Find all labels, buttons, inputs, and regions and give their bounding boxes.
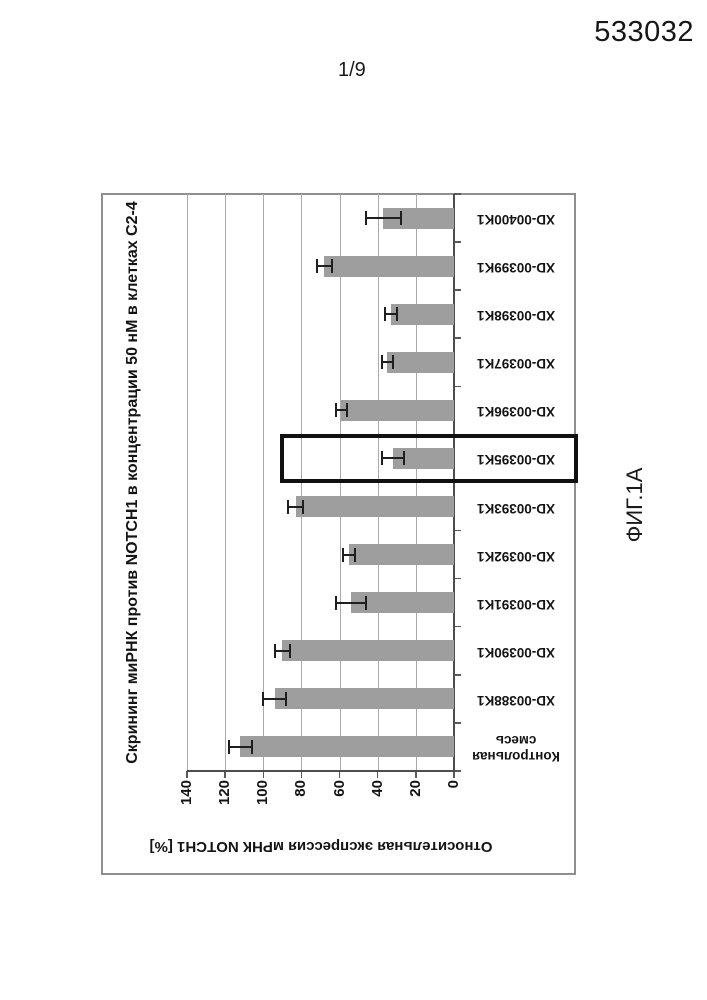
category-label: XD-00397K1	[476, 356, 556, 372]
bar-chart: Скрининг миРНК против NOTCH1 в концентра…	[103, 191, 578, 873]
x-axis-tick	[454, 626, 461, 628]
error-bar-cap	[365, 595, 368, 610]
x-axis-line	[453, 194, 455, 772]
error-bar	[366, 217, 401, 220]
error-bar-cap	[391, 355, 394, 370]
y-tick-label: 100	[254, 780, 272, 806]
bar	[274, 688, 454, 710]
error-bar-cap	[227, 739, 230, 754]
error-bar-cap	[380, 355, 383, 370]
patent-number: 533032	[594, 16, 694, 48]
error-bar-cap	[288, 643, 291, 658]
category-label: XD-00398K1	[476, 308, 556, 324]
chart-title: Скрининг миРНК против NOTCH1 в концентра…	[124, 201, 141, 764]
y-axis-tick	[338, 771, 341, 778]
category-label: XD-00392K1	[476, 548, 556, 564]
error-bar-cap	[384, 307, 387, 322]
error-bar-cap	[334, 403, 337, 418]
error-bar-cap	[315, 259, 318, 274]
figure-border-box: Скрининг миРНК против NOTCH1 в концентра…	[101, 191, 578, 875]
bar	[387, 351, 454, 373]
y-tick-label: 80	[292, 780, 310, 797]
bar	[341, 399, 454, 421]
error-bar-cap	[285, 691, 288, 706]
gridline	[187, 194, 188, 771]
error-bar-cap	[250, 739, 253, 754]
error-bar	[228, 745, 252, 748]
error-bar-cap	[342, 547, 345, 562]
category-label: XD-00400K1	[476, 212, 556, 228]
y-tick-label: 60	[330, 780, 348, 797]
bar	[391, 303, 454, 325]
x-axis-tick	[454, 674, 461, 676]
category-label: XD-00388K1	[476, 692, 556, 708]
category-label: XD-00399K1	[476, 260, 556, 276]
y-tick-label: 140	[178, 780, 195, 806]
error-bar	[316, 265, 332, 268]
error-bar-cap	[353, 547, 356, 562]
y-axis-tick	[300, 771, 303, 778]
bar	[324, 255, 454, 277]
y-axis-tick	[262, 771, 265, 778]
category-label: XD-00393K1	[476, 500, 556, 516]
bar	[349, 544, 454, 566]
x-axis-tick	[454, 337, 461, 339]
error-bar-cap	[262, 691, 265, 706]
y-axis-tick	[415, 771, 417, 778]
x-axis-tick	[454, 289, 461, 291]
x-axis-tick	[454, 385, 461, 388]
y-axis-tick	[224, 771, 226, 778]
y-tick-label: 40	[368, 780, 386, 797]
error-bar-cap	[302, 499, 305, 514]
y-axis-label: Относительная экспрессия мРНК NOTCH1 [%]	[149, 838, 493, 855]
error-bar	[274, 649, 290, 652]
category-label: XD-00391K1	[476, 596, 556, 612]
error-bar-cap	[365, 211, 368, 226]
category-label: XD-00396K1	[476, 404, 556, 420]
x-axis-tick	[454, 193, 461, 195]
error-bar-cap	[395, 307, 398, 322]
error-bar	[335, 601, 367, 604]
bar	[282, 640, 454, 662]
page-number: 1/9	[338, 59, 366, 81]
figure-label: ФИГ.1А	[622, 467, 647, 543]
category-label: Контрольная смесь	[472, 732, 560, 764]
y-axis-tick	[376, 771, 379, 778]
error-bar-cap	[287, 499, 290, 514]
x-axis-tick	[454, 722, 461, 724]
error-bar-cap	[334, 595, 337, 610]
error-bar-cap	[273, 643, 276, 658]
x-axis-tick	[454, 770, 461, 772]
y-tick-label: 20	[406, 780, 424, 797]
y-axis-tick	[453, 771, 455, 778]
error-bar-cap	[346, 403, 349, 418]
error-bar-cap	[399, 211, 402, 226]
highlight-box	[280, 433, 578, 483]
bar	[295, 496, 454, 518]
gridline	[225, 194, 227, 771]
y-axis-tick	[186, 771, 188, 778]
category-label: XD-00390K1	[476, 644, 556, 660]
y-axis-line	[187, 770, 455, 772]
error-bar	[288, 505, 304, 508]
gridline	[263, 194, 265, 771]
y-tick-label: 120	[216, 780, 234, 806]
x-axis-tick	[454, 241, 461, 243]
x-axis-tick	[454, 529, 461, 532]
error-bar-cap	[330, 259, 333, 274]
y-tick-label: 0	[445, 780, 462, 789]
bar	[240, 736, 454, 758]
error-bar	[263, 697, 287, 700]
x-axis-tick	[454, 577, 461, 580]
